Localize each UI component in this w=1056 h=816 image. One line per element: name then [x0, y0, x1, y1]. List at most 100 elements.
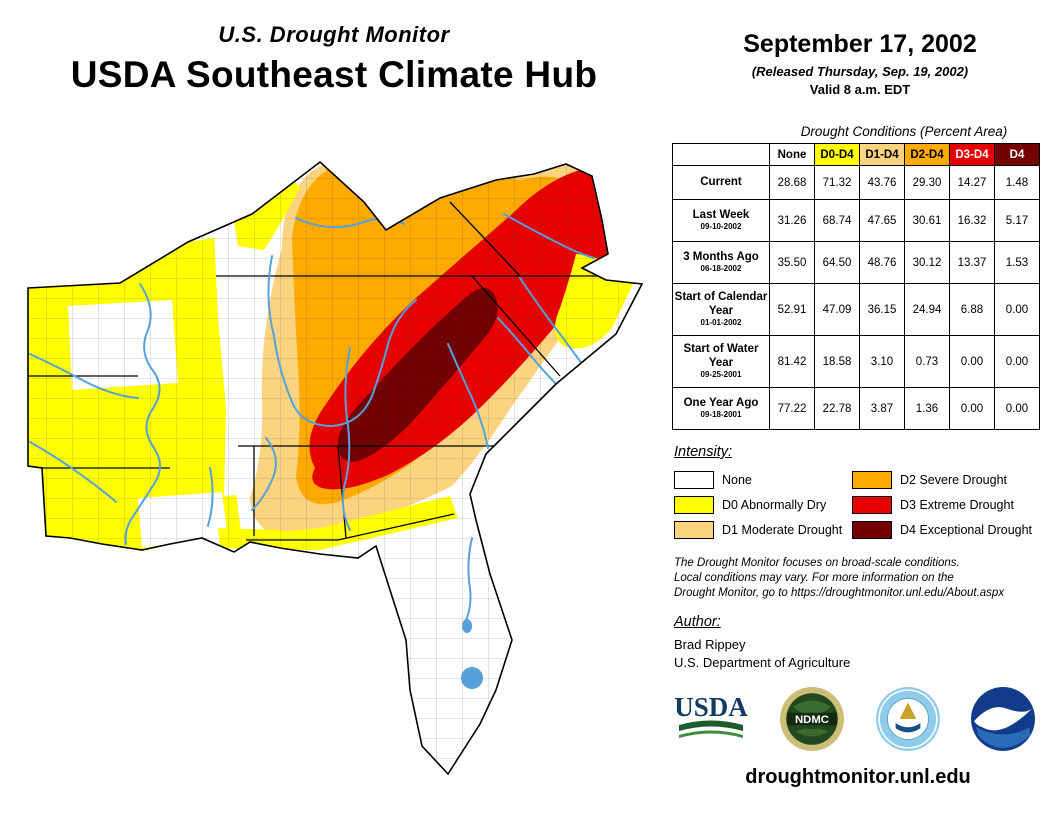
table-cell: 68.74	[814, 199, 860, 242]
legend-item-d2: D2 Severe Drought	[852, 467, 1042, 492]
col-header-d1-d4: D1-D4	[859, 143, 905, 166]
table-row-start-water-year: Start of Water Year 09-25-2001 81.42 18.5…	[672, 335, 1040, 388]
table-cell: 77.22	[769, 387, 815, 430]
table-cell: 18.58	[814, 335, 860, 388]
col-header-d4: D4	[994, 143, 1040, 166]
row-label: Start of Water Year 09-25-2001	[672, 335, 770, 388]
river-chattahoochee	[341, 347, 351, 531]
table-cell: 0.00	[994, 387, 1040, 430]
table-cell: 0.00	[949, 335, 995, 388]
table-cell: 29.30	[904, 165, 950, 200]
drought-monitor-supertitle: U.S. Drought Monitor	[218, 22, 450, 47]
logo-row: USDA NDMC	[672, 686, 1036, 752]
usda-logo: USDA	[674, 692, 748, 738]
table-cell: 0.00	[994, 283, 1040, 336]
intensity-legend: Intensity: None D0 Abnormally Dry D1 Mod…	[674, 444, 1046, 542]
row-label: Start of Calendar Year 01-01-2002	[672, 283, 770, 336]
river-tennessee	[267, 255, 417, 428]
table-cell: 1.36	[904, 387, 950, 430]
author-heading: Author:	[674, 614, 721, 630]
legend-item-d0: D0 Abnormally Dry	[674, 492, 852, 517]
table-corner-cell	[672, 143, 770, 166]
lake-george	[462, 619, 472, 633]
author-name: Brad Rippey	[674, 637, 746, 652]
river-roanoke	[503, 213, 595, 259]
col-header-d0-d4: D0-D4	[814, 143, 860, 166]
table-cell: 6.88	[949, 283, 995, 336]
table-cell: 0.73	[904, 335, 950, 388]
table-cell: 3.87	[859, 387, 905, 430]
swatch-none	[674, 470, 714, 489]
table-row-current: Current 28.68 71.32 43.76 29.30 14.27 1.…	[672, 165, 1040, 200]
department-of-commerce-seal	[875, 687, 940, 751]
table-cell: 71.32	[814, 165, 860, 200]
col-header-d3-d4: D3-D4	[949, 143, 995, 166]
lake-okeechobee	[461, 667, 483, 689]
legend-item-d4: D4 Exceptional Drought	[852, 517, 1042, 542]
table-title: Drought Conditions (Percent Area)	[800, 124, 1008, 139]
table-cell: 5.17	[994, 199, 1040, 242]
col-header-none: None	[769, 143, 815, 166]
table-cell: 0.00	[949, 387, 995, 430]
table-cell: 52.91	[769, 283, 815, 336]
river-pearl	[207, 467, 214, 527]
river-red	[29, 441, 117, 503]
eagle-icon	[899, 702, 916, 719]
table-row-start-calendar-year: Start of Calendar Year 01-01-2002 52.91 4…	[672, 283, 1040, 336]
noaa-bird-icon	[974, 707, 1032, 731]
table-cell: 1.53	[994, 241, 1040, 284]
table-cell: 48.76	[859, 241, 905, 284]
table-cell: 22.78	[814, 387, 860, 430]
table-cell: 0.00	[994, 335, 1040, 388]
table-cell: 24.94	[904, 283, 950, 336]
legend-item-d1: D1 Moderate Drought	[674, 517, 852, 542]
table-cell: 28.68	[769, 165, 815, 200]
page-title: USDA Southeast Climate Hub	[70, 54, 598, 95]
header: U.S. Drought Monitor USDA Southeast Clim…	[0, 22, 668, 96]
swatch-d4	[852, 520, 892, 539]
row-label: Current	[672, 165, 770, 200]
map-date: September 17, 2002	[743, 30, 977, 58]
release-block: September 17, 2002 (Released Thursday, S…	[676, 30, 1044, 97]
legend-title: Intensity:	[674, 444, 733, 460]
table-row-3-months-ago: 3 Months Ago 06-18-2002 35.50 64.50 48.76…	[672, 241, 1040, 284]
table-cell: 31.26	[769, 199, 815, 242]
swatch-d1	[674, 520, 714, 539]
svg-text:USDA: USDA	[674, 692, 748, 722]
swatch-d2	[852, 470, 892, 489]
table-cell: 47.09	[814, 283, 860, 336]
table-cell: 16.32	[949, 199, 995, 242]
author-block: Author: Brad Rippey U.S. Department of A…	[674, 614, 1046, 670]
noaa-logo	[971, 687, 1035, 751]
table-cell: 3.10	[859, 335, 905, 388]
river-mississippi	[124, 283, 161, 545]
release-date: (Released Thursday, Sep. 19, 2002)	[751, 64, 969, 79]
table-cell: 43.76	[859, 165, 905, 200]
table-cell: 36.15	[859, 283, 905, 336]
river-santee	[497, 317, 561, 389]
disclaimer-text: The Drought Monitor focuses on broad-sca…	[674, 557, 1005, 599]
drought-map	[27, 160, 644, 776]
author-org: U.S. Department of Agriculture	[674, 655, 851, 670]
table-cell: 47.65	[859, 199, 905, 242]
table-cell: 35.50	[769, 241, 815, 284]
table-cell: 14.27	[949, 165, 995, 200]
coastline	[27, 160, 644, 776]
table-row-last-week: Last Week 09-10-2002 31.26 68.74 47.65 30…	[672, 199, 1040, 242]
rivers	[29, 213, 595, 621]
swatch-d0	[674, 495, 714, 514]
svg-text:NDMC: NDMC	[795, 714, 829, 726]
river-arkansas	[29, 353, 139, 399]
row-label: Last Week 09-10-2002	[672, 199, 770, 242]
table-cell: 1.48	[994, 165, 1040, 200]
row-label: One Year Ago 09-18-2001	[672, 387, 770, 430]
state-borders	[28, 201, 634, 541]
valid-time: Valid 8 a.m. EDT	[809, 82, 911, 97]
footer-url: droughtmonitor.unl.edu	[745, 766, 971, 788]
table-row-one-year-ago: One Year Ago 09-18-2001 77.22 22.78 3.87 …	[672, 387, 1040, 430]
table-cell: 64.50	[814, 241, 860, 284]
table-cell: 30.12	[904, 241, 950, 284]
table-cell: 30.61	[904, 199, 950, 242]
table-cell: 13.37	[949, 241, 995, 284]
